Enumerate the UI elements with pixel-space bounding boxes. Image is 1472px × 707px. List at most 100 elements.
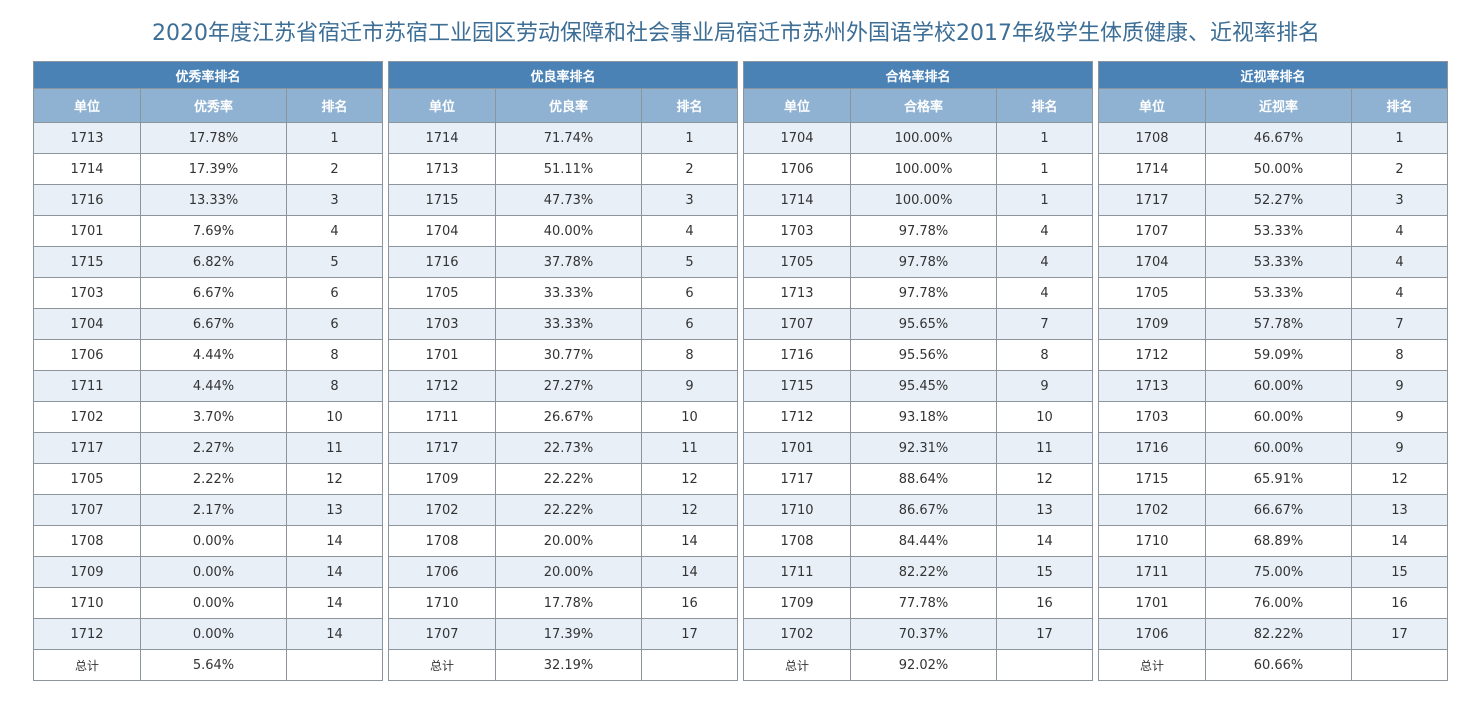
- rate-cell: 0.00%: [140, 618, 287, 650]
- table-row: 1705 33.33% 6: [388, 277, 739, 309]
- rate-cell: 26.67%: [495, 401, 642, 433]
- column-header: 单位: [33, 88, 141, 123]
- unit-cell: 1703: [1098, 401, 1206, 433]
- rate-cell: 70.37%: [850, 618, 997, 650]
- rate-cell: 77.78%: [850, 587, 997, 619]
- rank-cell: 17: [1350, 618, 1449, 650]
- table-row: 1704 6.67% 6: [33, 308, 384, 340]
- rate-cell: 27.27%: [495, 370, 642, 402]
- rate-cell: 7.69%: [140, 215, 287, 247]
- rank-cell: 8: [285, 339, 384, 371]
- table-row: 1706 4.44% 8: [33, 339, 384, 371]
- unit-cell: 1705: [388, 277, 496, 309]
- table-row: 1709 22.22% 12: [388, 463, 739, 495]
- table-row: 1708 46.67% 1: [1098, 122, 1449, 154]
- table-row: 1709 77.78% 16: [743, 587, 1094, 619]
- unit-cell: 1703: [743, 215, 851, 247]
- rate-cell: 100.00%: [850, 184, 997, 216]
- unit-cell: 1708: [743, 525, 851, 557]
- rate-cell: 53.33%: [1205, 215, 1352, 247]
- rate-cell: 95.65%: [850, 308, 997, 340]
- table-row: 1702 66.67% 13: [1098, 494, 1449, 526]
- unit-cell: 1707: [388, 618, 496, 650]
- total-label: 总计: [743, 649, 851, 681]
- rank-cell: 14: [285, 618, 384, 650]
- table-row: 1716 37.78% 5: [388, 246, 739, 278]
- rate-cell: 4.44%: [140, 370, 287, 402]
- unit-cell: 1715: [33, 246, 141, 278]
- unit-cell: 1713: [33, 122, 141, 154]
- rank-cell: 9: [1350, 432, 1449, 464]
- rank-cell: 8: [285, 370, 384, 402]
- rate-cell: 97.78%: [850, 215, 997, 247]
- unit-cell: 1709: [33, 556, 141, 588]
- table-row: 1715 47.73% 3: [388, 184, 739, 216]
- rate-cell: 95.56%: [850, 339, 997, 371]
- total-rate: 92.02%: [850, 649, 997, 681]
- unit-cell: 1708: [33, 525, 141, 557]
- table-row: 1713 51.11% 2: [388, 153, 739, 185]
- rank-cell: 17: [995, 618, 1094, 650]
- rate-cell: 6.67%: [140, 308, 287, 340]
- excellent-rate-table: 优秀率排名 单位 优秀率 排名 1713 17.78% 1 1714 17.39% 2 1716 13…: [32, 61, 384, 681]
- unit-cell: 1707: [33, 494, 141, 526]
- table-caption: 优良率排名: [387, 61, 739, 89]
- table-row: 1711 82.22% 15: [743, 556, 1094, 588]
- unit-cell: 1711: [1098, 556, 1206, 588]
- table-row: 1714 100.00% 1: [743, 184, 1094, 216]
- table-row: 1705 53.33% 4: [1098, 277, 1449, 309]
- unit-cell: 1715: [388, 184, 496, 216]
- rate-cell: 37.78%: [495, 246, 642, 278]
- rate-cell: 17.78%: [140, 122, 287, 154]
- table-row: 1708 84.44% 14: [743, 525, 1094, 557]
- column-header: 排名: [1350, 88, 1449, 123]
- rank-cell: 1: [995, 184, 1094, 216]
- rank-cell: 9: [640, 370, 739, 402]
- rank-cell: 7: [995, 308, 1094, 340]
- unit-cell: 1701: [1098, 587, 1206, 619]
- unit-cell: 1709: [388, 463, 496, 495]
- total-rate: 32.19%: [495, 649, 642, 681]
- rank-cell: 2: [640, 153, 739, 185]
- rate-cell: 33.33%: [495, 277, 642, 309]
- rank-cell: 8: [995, 339, 1094, 371]
- unit-cell: 1717: [1098, 184, 1206, 216]
- rate-cell: 0.00%: [140, 556, 287, 588]
- unit-cell: 1701: [33, 215, 141, 247]
- rank-cell: 4: [1350, 277, 1449, 309]
- rank-cell: 3: [285, 184, 384, 216]
- rank-cell: 10: [640, 401, 739, 433]
- rank-cell: 12: [995, 463, 1094, 495]
- table-row: 1711 75.00% 15: [1098, 556, 1449, 588]
- rate-cell: 2.22%: [140, 463, 287, 495]
- unit-cell: 1708: [388, 525, 496, 557]
- column-header: 优秀率: [140, 88, 287, 123]
- total-label: 总计: [388, 649, 496, 681]
- rate-cell: 13.33%: [140, 184, 287, 216]
- rate-cell: 2.27%: [140, 432, 287, 464]
- table-row: 1707 53.33% 4: [1098, 215, 1449, 247]
- rank-cell: 3: [640, 184, 739, 216]
- rate-cell: 50.00%: [1205, 153, 1352, 185]
- unit-cell: 1706: [388, 556, 496, 588]
- ranking-tables: 优秀率排名 单位 优秀率 排名 1713 17.78% 1 1714 17.39% 2 1716 13…: [32, 61, 1449, 682]
- table-row: 1707 17.39% 17: [388, 618, 739, 650]
- table-row: 1715 65.91% 12: [1098, 463, 1449, 495]
- rate-cell: 68.89%: [1205, 525, 1352, 557]
- unit-cell: 1716: [33, 184, 141, 216]
- column-header: 排名: [995, 88, 1094, 123]
- rank-cell: 11: [285, 432, 384, 464]
- rank-cell: 1: [1350, 122, 1449, 154]
- unit-cell: 1712: [743, 401, 851, 433]
- table-row: 1714 17.39% 2: [33, 153, 384, 185]
- unit-cell: 1715: [1098, 463, 1206, 495]
- rank-cell: 14: [1350, 525, 1449, 557]
- unit-cell: 1714: [33, 153, 141, 185]
- rate-cell: 88.64%: [850, 463, 997, 495]
- unit-cell: 1701: [388, 339, 496, 371]
- unit-cell: 1707: [743, 308, 851, 340]
- rate-cell: 4.44%: [140, 339, 287, 371]
- table-row: 1713 97.78% 4: [743, 277, 1094, 309]
- unit-cell: 1716: [388, 246, 496, 278]
- unit-cell: 1702: [33, 401, 141, 433]
